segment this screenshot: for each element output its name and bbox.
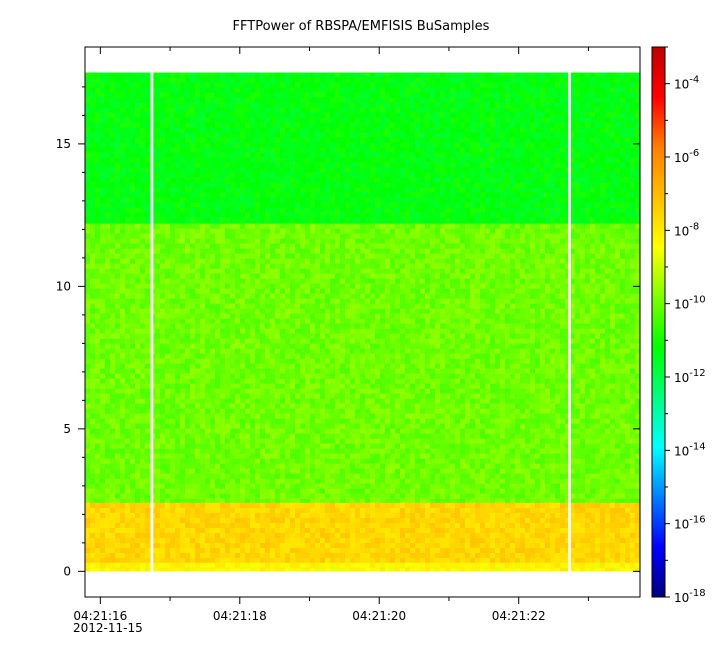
colorbar-tick-label: 10-16 <box>674 515 706 532</box>
y-tick-label: 5 <box>63 422 71 436</box>
spectrogram-band <box>85 502 640 563</box>
spectrogram-band <box>85 72 640 224</box>
colorbar-tick-label: 10-18 <box>674 588 706 605</box>
x-tick-label: 04:21:16 <box>73 609 127 623</box>
x-axis: 04:21:16 04:21:18 04:21:20 04:21:22 <box>73 47 589 623</box>
colorbar-tick-label: 10-14 <box>674 441 706 458</box>
y-axis: 0 5 10 15 <box>56 86 640 578</box>
colorbar-tick-label: 10-4 <box>674 75 699 92</box>
x-axis-date-label: 2012-11-15 <box>73 621 143 635</box>
chart-title: FFTPower of RBSPA/EMFISIS BuSamples <box>233 19 490 34</box>
plot-area <box>85 72 640 572</box>
data-gap <box>150 72 154 572</box>
spectrogram-band <box>85 562 640 572</box>
colorbar-scale <box>651 46 666 598</box>
plot-frame <box>84 46 641 598</box>
colorbar-tick-label: 10-8 <box>674 221 699 238</box>
y-tick-label: 10 <box>56 279 71 293</box>
x-tick-label: 04:21:22 <box>492 609 546 623</box>
y-tick-label: 15 <box>56 137 71 151</box>
spectrogram-band <box>85 223 640 503</box>
x-tick-label: 04:21:20 <box>352 609 406 623</box>
y-tick-label: 0 <box>63 564 71 578</box>
colorbar-tick-label: 10-12 <box>674 368 706 385</box>
colorbar-tick-label: 10-6 <box>674 148 699 165</box>
colorbar: 10-4 10-6 10-8 10-10 10-12 10-14 10-16 10-18 <box>651 46 706 605</box>
colorbar-tick-label: 10-10 <box>674 295 706 312</box>
x-tick-label: 04:21:18 <box>213 609 267 623</box>
data-gap <box>568 72 571 572</box>
